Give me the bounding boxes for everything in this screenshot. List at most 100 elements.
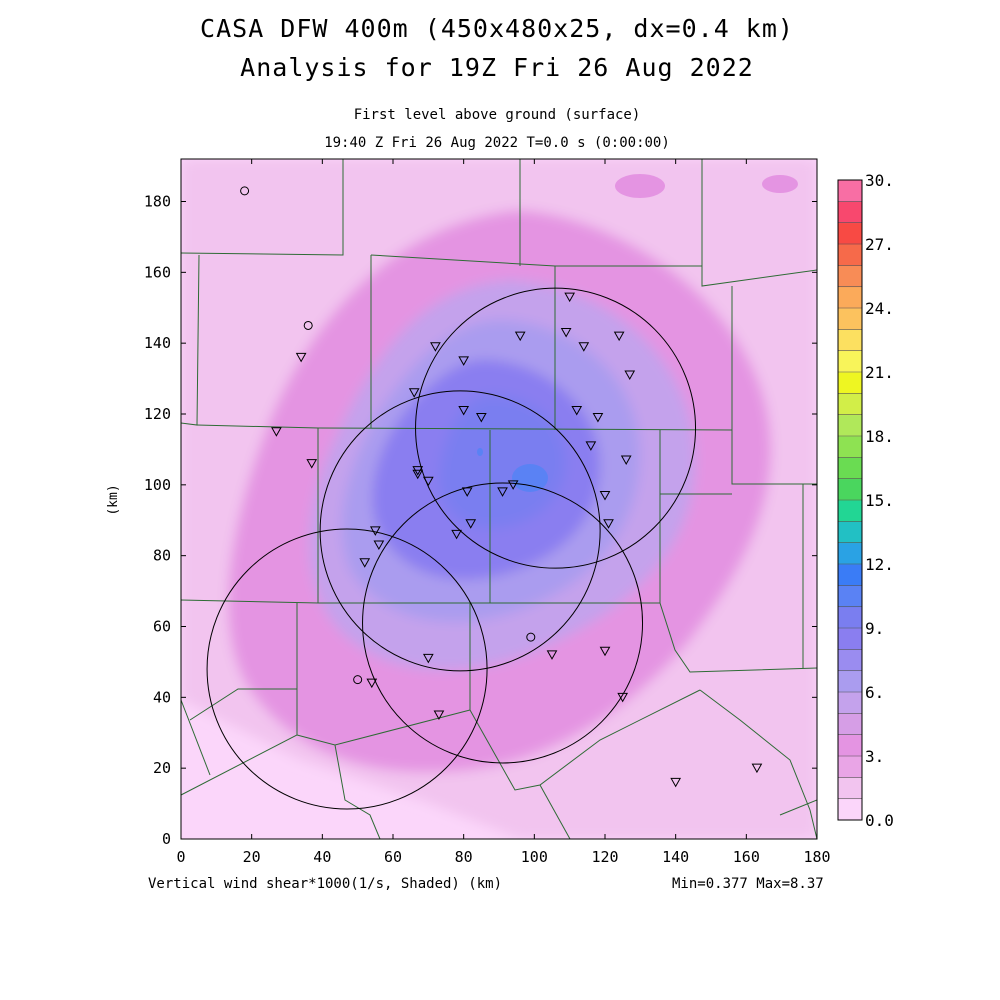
y-tick-label: 140 (144, 334, 171, 352)
colorbar-label: 21. (865, 363, 894, 382)
colorbar-swatch (838, 457, 862, 480)
station-triangle (514, 331, 526, 342)
colorbar-swatch (838, 478, 862, 501)
radar-range-circles (206, 287, 697, 810)
radar-range-circle (319, 390, 601, 672)
colorbar-label: 24. (865, 299, 894, 318)
station-triangle (366, 678, 378, 689)
colorbar-label: 12. (865, 555, 894, 574)
plot-frame (180, 158, 818, 840)
colorbar-swatch (838, 542, 862, 565)
colorbar-swatch (838, 628, 862, 650)
x-tick-label: 60 (384, 848, 402, 866)
station-triangle (620, 455, 632, 466)
station-triangle (306, 459, 318, 469)
station-triangle (475, 413, 487, 423)
colorbar-frame (837, 179, 863, 821)
chart-title: CASA DFW 400m (450x480x25, dx=0.4 km) (200, 14, 794, 43)
colorbar-swatch (838, 756, 862, 778)
colorbar-swatch (838, 692, 862, 714)
colorbar-swatch (838, 350, 862, 373)
field-max-spot (477, 448, 483, 456)
station-triangle (458, 405, 470, 416)
level-label: First level above ground (surface) (353, 107, 641, 123)
station-triangle (560, 328, 572, 338)
station-triangle (422, 476, 434, 487)
radar-range-circle (206, 528, 488, 810)
station-triangle (458, 356, 470, 366)
colorbar-label: 9. (865, 619, 884, 638)
colorbar-swatch (838, 244, 862, 266)
colorbar-swatch (838, 585, 862, 608)
y-tick-label: 60 (153, 618, 171, 636)
station-triangle (613, 331, 625, 342)
x-tick-label: 80 (455, 848, 473, 866)
colorbar-swatch (838, 649, 862, 672)
colorbar-swatch (838, 713, 862, 736)
station-triangle (271, 427, 282, 437)
station-triangle (359, 558, 371, 568)
shaded-field (181, 159, 817, 839)
field-level-6 (439, 394, 566, 529)
x-tick-label: 140 (662, 848, 689, 866)
colorbar-swatch (838, 670, 862, 693)
station-triangle (422, 653, 434, 664)
radar-range-circle (362, 482, 644, 764)
x-tick-label: 0 (176, 848, 185, 866)
colorbar-swatch (838, 414, 862, 437)
y-tick-label: 180 (144, 193, 171, 211)
colorbar-label: 27. (865, 235, 894, 254)
station-triangle (578, 342, 590, 352)
x-tick-label: 180 (803, 848, 830, 866)
station-triangle (408, 388, 420, 398)
station-circle (303, 320, 313, 330)
colorbar: 0.0 3. 6. 9. 12. 15. 18. 21. 24. 27. 30. (837, 171, 894, 830)
station-circle (526, 632, 536, 642)
x-axis: 0 20 40 60 80 100 120 140 160 180 (176, 159, 831, 866)
colorbar-swatch (838, 329, 862, 352)
min-max-label: Min=0.377 Max=8.37 (672, 876, 824, 892)
colorbar-label: 6. (865, 683, 884, 702)
y-tick-label: 20 (153, 759, 171, 777)
y-axis: 0 20 40 60 80 100 120 140 160 180 (144, 193, 817, 848)
colorbar-label: 18. (865, 427, 894, 446)
y-tick-label: 40 (153, 688, 171, 706)
station-triangle (295, 352, 307, 363)
colorbar-label: 0.0 (865, 811, 894, 830)
station-triangle (603, 519, 614, 529)
station-triangle (465, 519, 477, 529)
colorbar-swatch (838, 265, 862, 288)
field-max-core (512, 464, 548, 492)
station-triangle (670, 777, 682, 788)
station-triangle (571, 405, 583, 416)
chart-subtitle: Analysis for 19Z Fri 26 Aug 2022 (240, 53, 754, 82)
station-triangle (369, 526, 381, 536)
station-triangle (751, 763, 763, 774)
station-triangle (599, 646, 611, 657)
colorbar-swatch (838, 201, 862, 224)
field-description: Vertical wind shear*1000(1/s, Shaded) (k… (148, 876, 503, 892)
x-tick-label: 100 (521, 848, 548, 866)
colorbar-swatch (838, 798, 862, 821)
colorbar-swatch (838, 436, 862, 458)
field-patch-northeast (762, 175, 798, 193)
station-triangle (430, 342, 441, 352)
colorbar-swatch (838, 734, 862, 757)
station-markers (240, 186, 763, 788)
y-axis-label: (km) (106, 484, 121, 515)
x-tick-label: 120 (591, 848, 618, 866)
colorbar-swatch (838, 372, 862, 394)
y-tick-label: 160 (144, 263, 171, 281)
county-boundaries (181, 159, 817, 839)
station-circle (240, 186, 250, 196)
colorbar-swatch (838, 521, 862, 544)
colorbar-swatch (838, 500, 862, 522)
colorbar-label: 30. (865, 171, 894, 190)
colorbar-swatch (838, 393, 862, 416)
colorbar-swatch (838, 286, 862, 309)
x-tick-label: 40 (313, 848, 331, 866)
x-tick-label: 160 (733, 848, 760, 866)
station-triangle (599, 490, 611, 501)
station-triangle (564, 292, 576, 303)
station-triangle (433, 710, 445, 721)
